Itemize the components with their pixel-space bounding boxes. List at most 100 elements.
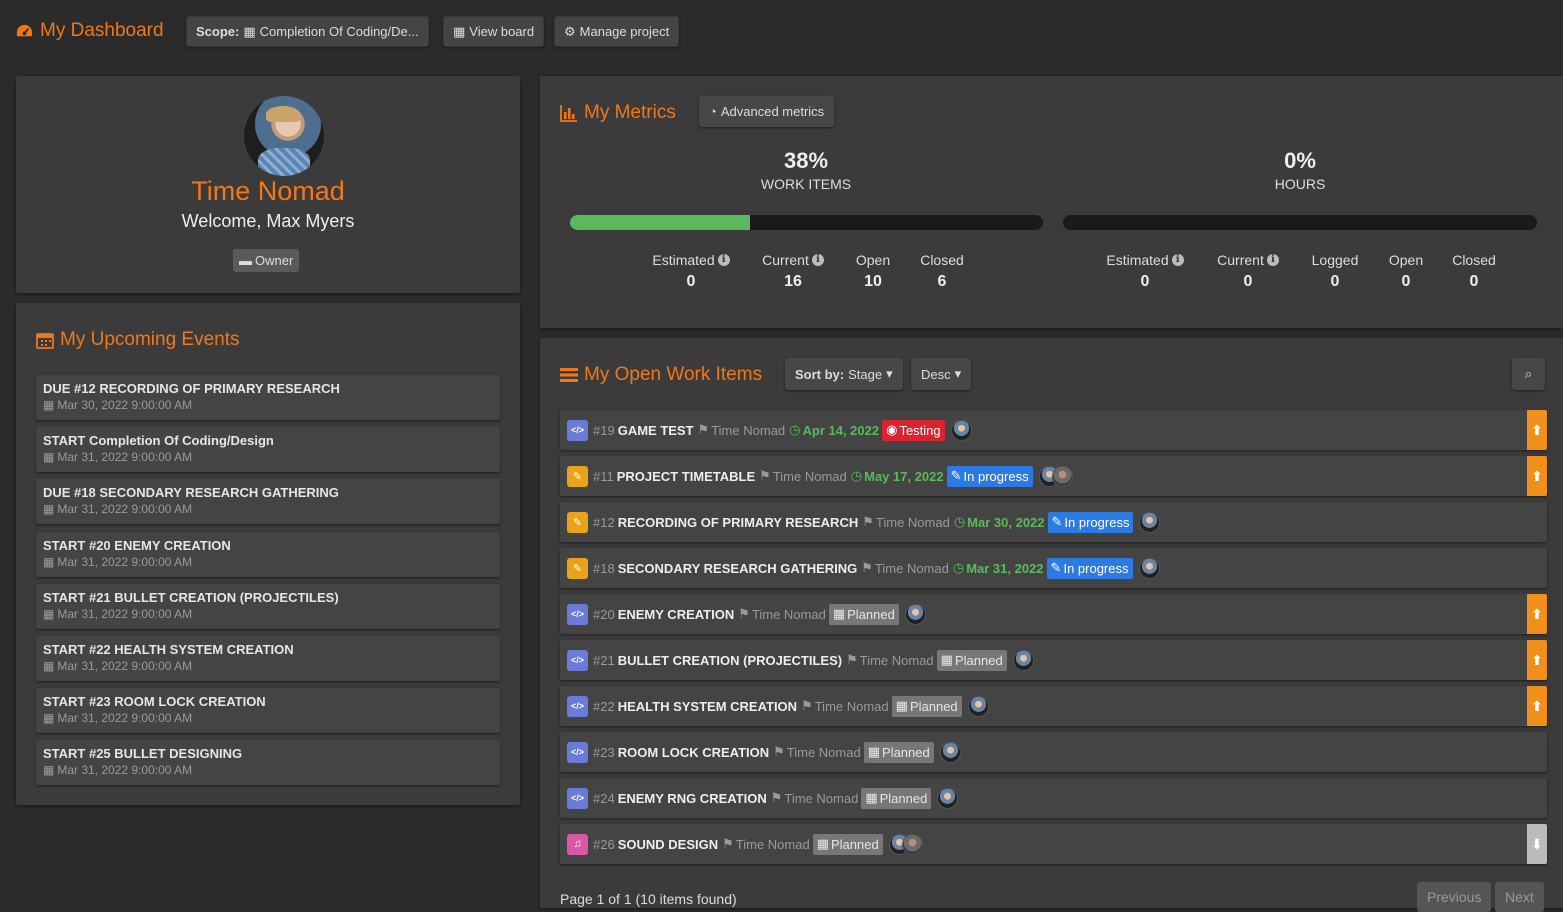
work-item-title[interactable]: ENEMY RNG CREATION (617, 790, 767, 806)
event-title: START #20 ENEMY CREATION (43, 537, 231, 553)
owner-name: Time Nomad (784, 790, 859, 806)
work-item-row[interactable]: </> #23 ROOM LOCK CREATION ⚑ Time Nomad ▦ Plan… (560, 732, 1547, 772)
assignee-avatar[interactable] (950, 419, 972, 441)
work-item-title[interactable]: RECORDING OF PRIMARY RESEARCH (617, 514, 859, 530)
work-item-title[interactable]: BULLET CREATION (PROJECTILES) (617, 652, 843, 668)
assignee-avatar[interactable] (901, 833, 923, 855)
dashboard-title[interactable]: My Dashboard (15, 20, 164, 42)
assignee-avatar[interactable] (967, 695, 989, 717)
calendar-icon: ▦ (43, 711, 55, 726)
status-label: Planned (882, 744, 930, 760)
work-item-row[interactable]: ✎ #11 PROJECT TIMETABLE ⚑ Time Nomad ◷ May 17,… (560, 456, 1547, 496)
event-date: Mar 31, 2022 9:00:00 AM (57, 606, 193, 621)
work-item-title[interactable]: SOUND DESIGN (617, 836, 719, 852)
work-item-row[interactable]: </> #19 GAME TEST ⚑ Time Nomad ◷ Apr 14, 2022 ◉… (560, 410, 1547, 450)
assignee-avatar[interactable] (1012, 649, 1034, 671)
event-item[interactable]: START Completion Of Coding/Design ▦ Mar 31… (36, 427, 500, 473)
status-badge: ◉ Testing (882, 419, 945, 441)
flag-icon: ⚑ (722, 836, 734, 851)
owner-name: Time Nomad (786, 744, 861, 760)
work-item-row[interactable]: ✎ #18 SECONDARY RESEARCH GATHERING ⚑ Time No… (560, 548, 1547, 588)
next-button[interactable]: Next (1495, 882, 1544, 912)
assignee-avatar[interactable] (904, 603, 926, 625)
code-icon: </> (567, 603, 588, 625)
work-item-title[interactable]: GAME TEST (617, 422, 694, 438)
info-icon[interactable]: i (717, 254, 730, 266)
info-icon[interactable]: i (1171, 254, 1184, 266)
event-date-row: ▦ Mar 31, 2022 9:00:00 AM (43, 555, 493, 569)
event-item[interactable]: DUE #12 RECORDING OF PRIMARY RESEARCH ▦ Ma… (36, 375, 500, 420)
event-date-row: ▦ Mar 30, 2022 9:00:00 AM (43, 398, 493, 412)
calendar-icon: ▦ (43, 606, 55, 621)
work-item-number: #21 (593, 652, 615, 668)
calendar-icon (36, 333, 54, 349)
owner-name: Time Nomad (874, 560, 949, 576)
work-item-title[interactable]: SECONDARY RESEARCH GATHERING (617, 560, 858, 576)
work-item-owner: ⚑ Time Nomad (773, 744, 861, 760)
work-item-title[interactable]: HEALTH SYSTEM CREATION (617, 698, 798, 714)
work-item-title[interactable]: PROJECT TIMETABLE (616, 468, 756, 484)
owner-name: Time Nomad (814, 698, 889, 714)
top-bar: My Dashboard Scope: ▦ Completion Of Codi… (0, 0, 1563, 64)
work-item-number: #12 (593, 514, 615, 530)
stat-label-row: Closed (892, 252, 992, 268)
owner-name: Time Nomad (859, 652, 934, 668)
status-label: Testing (899, 422, 941, 438)
assignee-avatar[interactable] (1138, 557, 1160, 579)
info-icon[interactable]: i (811, 254, 824, 266)
avatar (244, 96, 324, 176)
event-item[interactable]: START #22 HEALTH SYSTEM CREATION ▦ Mar 31,… (36, 636, 500, 681)
work-item-owner: ⚑ Time Nomad (801, 698, 889, 714)
event-item[interactable]: START #21 BULLET CREATION (PROJECTILES) ▦… (36, 583, 500, 629)
owner-name: Time Nomad (875, 514, 950, 530)
work-item-number: #19 (593, 422, 615, 438)
stat-value: 0 (1469, 273, 1479, 290)
search-button[interactable]: ⌕ (1512, 358, 1545, 390)
event-item[interactable]: START #23 ROOM LOCK CREATION ▦ Mar 31, 202… (36, 688, 500, 734)
work-item-title[interactable]: ENEMY CREATION (617, 606, 735, 622)
work-item-row[interactable]: </> #22 HEALTH SYSTEM CREATION ⚑ Time Nomad ▦… (560, 686, 1547, 726)
event-item[interactable]: START #20 ENEMY CREATION ▦ Mar 31, 2022 9:… (36, 531, 500, 577)
board-icon: ▦ (453, 23, 466, 39)
assignee-avatar[interactable] (1051, 465, 1073, 487)
role-label: Owner (255, 253, 294, 268)
stat-closed: Closed 6 (892, 252, 992, 291)
work-item-row[interactable]: ♫ #26 SOUND DESIGN ⚑ Time Nomad ▦ Planned ⬇ (560, 824, 1547, 864)
scope-button[interactable]: Scope: ▦ Completion Of Coding/De... (186, 16, 429, 47)
wrench-icon: ✎ (1050, 560, 1062, 575)
work-item-row[interactable]: ✎ #12 RECORDING OF PRIMARY RESEARCH ⚑ Time N… (560, 502, 1547, 542)
manage-project-button[interactable]: ⚙ Manage project (554, 16, 680, 47)
work-item-title[interactable]: ROOM LOCK CREATION (617, 744, 770, 760)
event-item[interactable]: START #25 BULLET DESIGNING ▦ Mar 31, 2022 … (36, 740, 500, 786)
stat-current: Current i 16 (743, 252, 843, 291)
calendar-icon: ▦ (867, 744, 881, 759)
work-item-row[interactable]: </> #20 ENEMY CREATION ⚑ Time Nomad ▦ Planned ⬆ (560, 594, 1547, 634)
order-dropdown[interactable]: Desc ▾ (911, 358, 972, 390)
work-item-owner: ⚑ Time Nomad (846, 652, 934, 668)
flag-icon: ⚑ (861, 560, 873, 575)
stat-label-row: Logged (1285, 252, 1385, 268)
work-item-row[interactable]: </> #21 BULLET CREATION (PROJECTILES) ⚑ Time… (560, 640, 1547, 680)
info-icon[interactable]: i (1266, 254, 1279, 266)
advanced-metrics-button[interactable]: ◔ Advanced metrics (699, 96, 835, 127)
work-item-owner: ⚑ Time Nomad (722, 836, 810, 852)
event-date: Mar 31, 2022 9:00:00 AM (57, 763, 193, 778)
owner-name: Time Nomad (751, 606, 826, 622)
stat-value: 0 (686, 273, 696, 290)
stat-label-row: Current i (1198, 252, 1298, 268)
stat-value: 6 (937, 273, 947, 290)
events-title-text: My Upcoming Events (60, 329, 240, 350)
status-badge: ✎ In progress (1047, 511, 1134, 533)
assignee-avatar[interactable] (1139, 511, 1161, 533)
previous-button[interactable]: Previous (1417, 882, 1492, 912)
event-item[interactable]: DUE #18 SECONDARY RESEARCH GATHERING ▦ Mar… (36, 479, 500, 525)
assignee-avatar[interactable] (937, 787, 959, 809)
owner-name: Time Nomad (772, 468, 847, 484)
work-item-number: #20 (593, 606, 615, 622)
work-item-row[interactable]: </> #24 ENEMY RNG CREATION ⚑ Time Nomad ▦ Plan… (560, 778, 1547, 818)
work-items-panel: My Open Work Items Sort by: Stage ▾ Desc… (540, 338, 1563, 912)
assignee-avatar[interactable] (939, 741, 961, 763)
view-board-button[interactable]: ▦ View board (443, 16, 545, 47)
sort-dropdown[interactable]: Sort by: Stage ▾ (785, 358, 903, 390)
dashboard-icon (16, 24, 33, 36)
